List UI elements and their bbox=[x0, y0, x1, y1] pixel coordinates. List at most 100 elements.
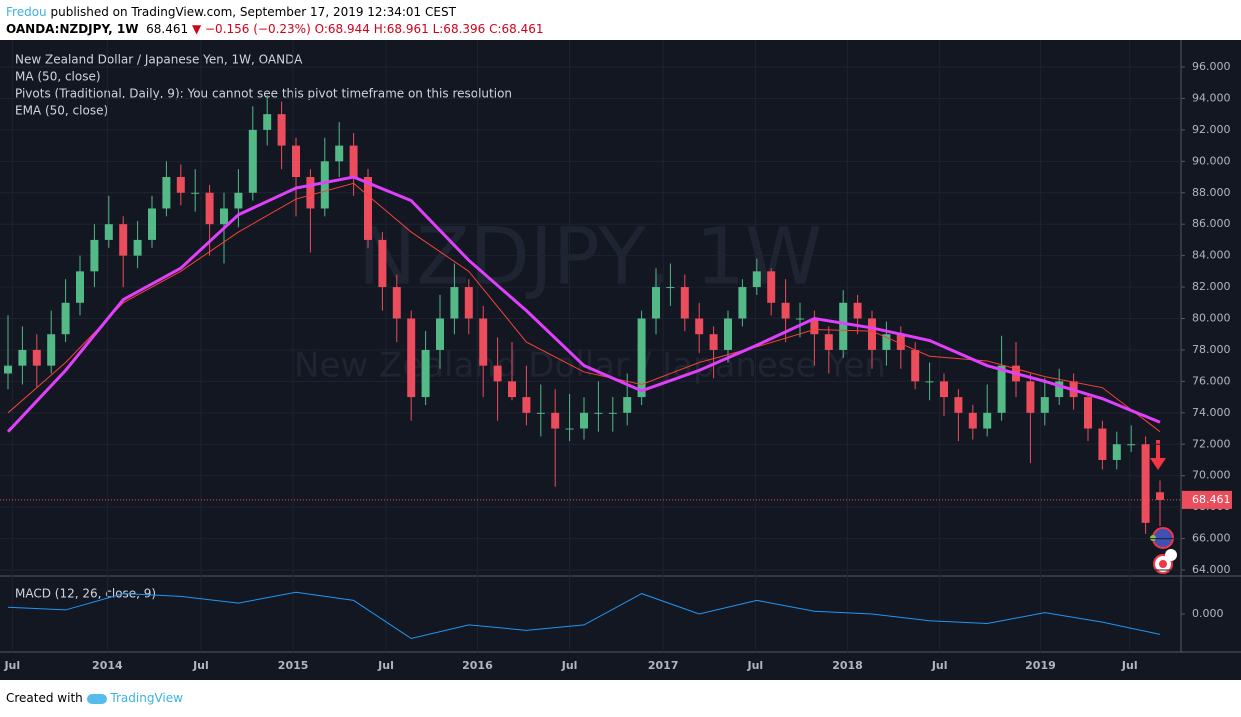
x-tick-label: 2018 bbox=[832, 659, 863, 672]
candle-body bbox=[162, 177, 171, 209]
candle-body bbox=[1112, 444, 1121, 460]
x-tick-label: Jul bbox=[561, 659, 578, 672]
ma-line bbox=[6, 175, 1161, 433]
x-tick-label: Jul bbox=[3, 659, 20, 672]
candle-body bbox=[565, 428, 574, 430]
candle-body bbox=[148, 208, 156, 240]
candle-body bbox=[522, 397, 531, 413]
y-tick-label: 90.000 bbox=[1192, 154, 1231, 167]
x-tick-label: Jul bbox=[747, 659, 764, 672]
candle-body bbox=[724, 318, 732, 350]
candle-body bbox=[407, 318, 416, 398]
high: H:68.961 bbox=[373, 22, 429, 36]
candle-body bbox=[479, 318, 488, 366]
candle-body bbox=[1026, 381, 1035, 413]
indicator-label: Pivots (Traditional, Daily, 9): You cann… bbox=[15, 87, 512, 101]
last-price-label: 68.461 bbox=[1192, 493, 1231, 506]
macd-label: MACD (12, 26, close, 9) bbox=[15, 587, 156, 601]
candle-body bbox=[277, 114, 286, 146]
candle-body bbox=[349, 145, 358, 178]
y-tick-label: 80.000 bbox=[1192, 312, 1231, 325]
ema-line bbox=[7, 182, 1161, 433]
change: −0.156 (−0.23%) bbox=[205, 22, 311, 36]
candle-body bbox=[752, 271, 761, 288]
candle-body bbox=[493, 365, 502, 382]
candle-body bbox=[652, 287, 660, 319]
quote-line: OANDA:NZDJPY, 1W 68.461 ▼ −0.156 (−0.23%… bbox=[6, 21, 544, 38]
candle-body bbox=[1098, 428, 1107, 460]
candle-body bbox=[925, 381, 934, 383]
indicator-label: MA (50, close) bbox=[15, 70, 101, 84]
candle-body bbox=[896, 334, 905, 350]
candle-body bbox=[709, 334, 718, 350]
background bbox=[0, 40, 1241, 680]
y-tick-label: 96.000 bbox=[1192, 60, 1231, 73]
indicator-label: EMA (50, close) bbox=[15, 104, 108, 118]
macd-line bbox=[7, 591, 1161, 640]
candle-body bbox=[940, 381, 948, 398]
low: L:68.396 bbox=[432, 22, 486, 36]
y-tick-label: 86.000 bbox=[1192, 217, 1231, 230]
candle-body bbox=[205, 192, 214, 225]
candle-body bbox=[464, 287, 473, 319]
candle-body bbox=[1055, 381, 1064, 398]
candle-body bbox=[220, 208, 228, 225]
candle-body bbox=[378, 239, 387, 288]
y-tick-label: 94.000 bbox=[1192, 91, 1231, 104]
x-tick-label: Jul bbox=[377, 659, 394, 672]
candle-body bbox=[421, 349, 430, 398]
candle-body bbox=[292, 145, 300, 178]
y-tick-label: 70.000 bbox=[1192, 469, 1231, 482]
y-tick-label: 78.000 bbox=[1192, 343, 1231, 356]
x-tick-label: 2014 bbox=[92, 659, 123, 672]
candle-body bbox=[263, 114, 272, 130]
candle-body bbox=[551, 412, 560, 429]
candle-body bbox=[810, 318, 819, 335]
candle-body bbox=[1141, 444, 1150, 523]
candle-body bbox=[983, 412, 992, 429]
header: Fredou published on TradingView.com, Sep… bbox=[6, 4, 544, 38]
y-tick-label: 92.000 bbox=[1192, 123, 1231, 136]
candle-body bbox=[1040, 397, 1049, 413]
candle-body bbox=[968, 412, 977, 429]
candle-body bbox=[738, 287, 747, 319]
annotation-dot bbox=[1150, 535, 1156, 541]
author[interactable]: Fredou bbox=[6, 5, 47, 19]
candle-body bbox=[104, 224, 113, 240]
candle-body bbox=[839, 302, 848, 350]
candle-body bbox=[191, 192, 200, 194]
footer: Created with TradingView bbox=[6, 691, 183, 705]
candle-body bbox=[781, 302, 790, 319]
candle-body bbox=[824, 334, 833, 350]
candle-body bbox=[882, 334, 891, 350]
brand[interactable]: TradingView bbox=[110, 691, 183, 705]
x-tick-label: Jul bbox=[1121, 659, 1138, 672]
candle-body bbox=[1127, 444, 1136, 446]
candle-body bbox=[508, 381, 516, 398]
chart-title: New Zealand Dollar / Japanese Yen, 1W, O… bbox=[15, 53, 303, 67]
annotation-arrow-head bbox=[1150, 458, 1166, 470]
candle-body bbox=[320, 161, 329, 209]
candle-body bbox=[364, 177, 372, 240]
y-tick-label: 74.000 bbox=[1192, 406, 1231, 419]
watermark-sub: New Zealand Dollar / Japanese Yen bbox=[294, 346, 886, 386]
legend: New Zealand Dollar / Japanese Yen, 1W, O… bbox=[15, 53, 512, 601]
publish-line: Fredou published on TradingView.com, Sep… bbox=[6, 4, 544, 21]
candle-body bbox=[767, 271, 776, 303]
brand-logo bbox=[86, 693, 107, 704]
candle-body bbox=[853, 302, 862, 319]
last: 68.461 bbox=[146, 22, 189, 36]
x-tick-label: Jul bbox=[931, 659, 948, 672]
candle-body bbox=[637, 318, 646, 398]
candle-body bbox=[76, 271, 84, 303]
candle-body bbox=[796, 318, 804, 320]
candle-body bbox=[1156, 492, 1164, 500]
x-tick-label: 2016 bbox=[462, 659, 493, 672]
candle-body bbox=[450, 287, 459, 319]
candle-body bbox=[18, 349, 27, 366]
x-tick-label: 2019 bbox=[1025, 659, 1056, 672]
candle-body bbox=[536, 412, 545, 414]
macd-tick-label: 0.000 bbox=[1192, 607, 1224, 620]
y-tick-label: 66.000 bbox=[1192, 532, 1231, 545]
candle-body bbox=[1084, 397, 1092, 429]
